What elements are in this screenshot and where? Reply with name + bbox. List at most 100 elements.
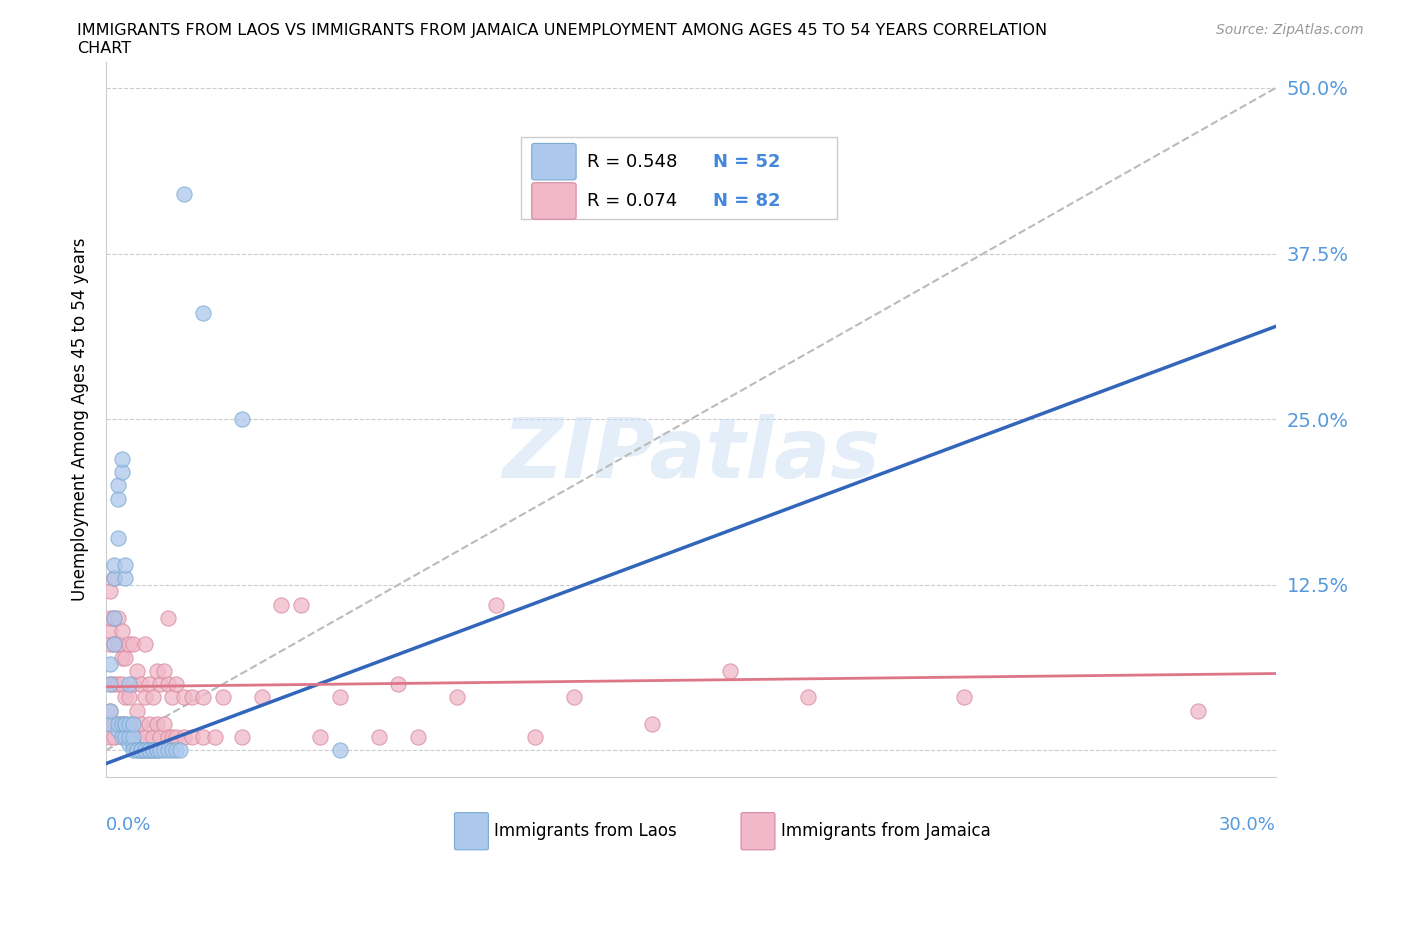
Point xyxy=(250,690,273,705)
Point xyxy=(107,716,129,731)
Point xyxy=(110,677,132,692)
Point xyxy=(329,690,352,705)
Text: ZIPatlas: ZIPatlas xyxy=(502,415,880,496)
Point xyxy=(98,716,121,731)
Point xyxy=(165,677,187,692)
Point xyxy=(114,557,136,572)
Point xyxy=(122,637,145,652)
Point xyxy=(387,677,409,692)
Point xyxy=(127,663,149,678)
Point xyxy=(153,743,176,758)
Point xyxy=(1187,703,1209,718)
Point xyxy=(118,677,141,692)
FancyBboxPatch shape xyxy=(454,813,488,850)
Point xyxy=(107,491,129,506)
Point xyxy=(142,743,165,758)
Point xyxy=(134,637,156,652)
Point xyxy=(157,730,180,745)
Point xyxy=(122,730,145,745)
Point xyxy=(193,690,215,705)
FancyBboxPatch shape xyxy=(522,137,837,219)
Point xyxy=(173,187,195,202)
Point xyxy=(114,650,136,665)
Point xyxy=(145,716,167,731)
Point xyxy=(134,690,156,705)
Point xyxy=(145,743,167,758)
Point xyxy=(110,716,132,731)
Point xyxy=(103,610,125,625)
Point xyxy=(446,690,468,705)
FancyBboxPatch shape xyxy=(741,813,775,850)
Point xyxy=(118,637,141,652)
Point xyxy=(149,677,172,692)
Point xyxy=(103,571,125,586)
Text: IMMIGRANTS FROM LAOS VS IMMIGRANTS FROM JAMAICA UNEMPLOYMENT AMONG AGES 45 TO 54: IMMIGRANTS FROM LAOS VS IMMIGRANTS FROM … xyxy=(77,23,1047,56)
Point xyxy=(406,730,429,745)
Text: R = 0.074: R = 0.074 xyxy=(586,192,676,210)
Point xyxy=(98,703,121,718)
Point xyxy=(485,597,508,612)
Point xyxy=(103,730,125,745)
Point xyxy=(122,716,145,731)
Point xyxy=(107,478,129,493)
Point xyxy=(157,677,180,692)
Point xyxy=(114,716,136,731)
Point xyxy=(231,412,253,427)
Point xyxy=(231,730,253,745)
Point xyxy=(145,663,167,678)
Point xyxy=(718,663,741,678)
Point xyxy=(103,557,125,572)
Point xyxy=(138,716,160,731)
Point xyxy=(212,690,235,705)
Point xyxy=(107,677,129,692)
Point xyxy=(118,716,141,731)
Point xyxy=(160,730,183,745)
Point xyxy=(204,730,226,745)
Point xyxy=(180,690,202,705)
Point xyxy=(114,730,136,745)
Point xyxy=(110,716,132,731)
Point xyxy=(118,737,141,751)
Point xyxy=(329,743,352,758)
Point xyxy=(118,730,141,745)
Point xyxy=(157,743,180,758)
Text: Immigrants from Jamaica: Immigrants from Jamaica xyxy=(780,821,991,840)
Point xyxy=(129,716,152,731)
Point xyxy=(127,743,149,758)
Point xyxy=(153,663,176,678)
Point xyxy=(134,730,156,745)
FancyBboxPatch shape xyxy=(531,143,576,179)
Point xyxy=(796,690,818,705)
Point xyxy=(165,730,187,745)
Text: Immigrants from Laos: Immigrants from Laos xyxy=(495,821,678,840)
Point xyxy=(127,743,149,758)
Text: R = 0.548: R = 0.548 xyxy=(586,153,678,170)
Point xyxy=(160,743,183,758)
Text: N = 82: N = 82 xyxy=(713,192,780,210)
Point xyxy=(562,690,585,705)
Point xyxy=(153,716,176,731)
Point xyxy=(952,690,974,705)
Point xyxy=(98,730,121,745)
Point xyxy=(98,677,121,692)
Point xyxy=(103,571,125,586)
Point xyxy=(103,637,125,652)
Point xyxy=(127,703,149,718)
Point xyxy=(98,584,121,599)
Point xyxy=(122,743,145,758)
Point xyxy=(114,730,136,745)
Point xyxy=(114,716,136,731)
Point xyxy=(165,743,187,758)
Point xyxy=(103,610,125,625)
Point xyxy=(110,730,132,745)
Point xyxy=(110,465,132,480)
Point xyxy=(107,723,129,737)
Point xyxy=(367,730,389,745)
Point xyxy=(145,743,167,758)
Point xyxy=(309,730,332,745)
Point xyxy=(157,610,180,625)
Text: Source: ZipAtlas.com: Source: ZipAtlas.com xyxy=(1216,23,1364,37)
Y-axis label: Unemployment Among Ages 45 to 54 years: Unemployment Among Ages 45 to 54 years xyxy=(72,237,89,601)
Point xyxy=(103,677,125,692)
Point xyxy=(142,730,165,745)
